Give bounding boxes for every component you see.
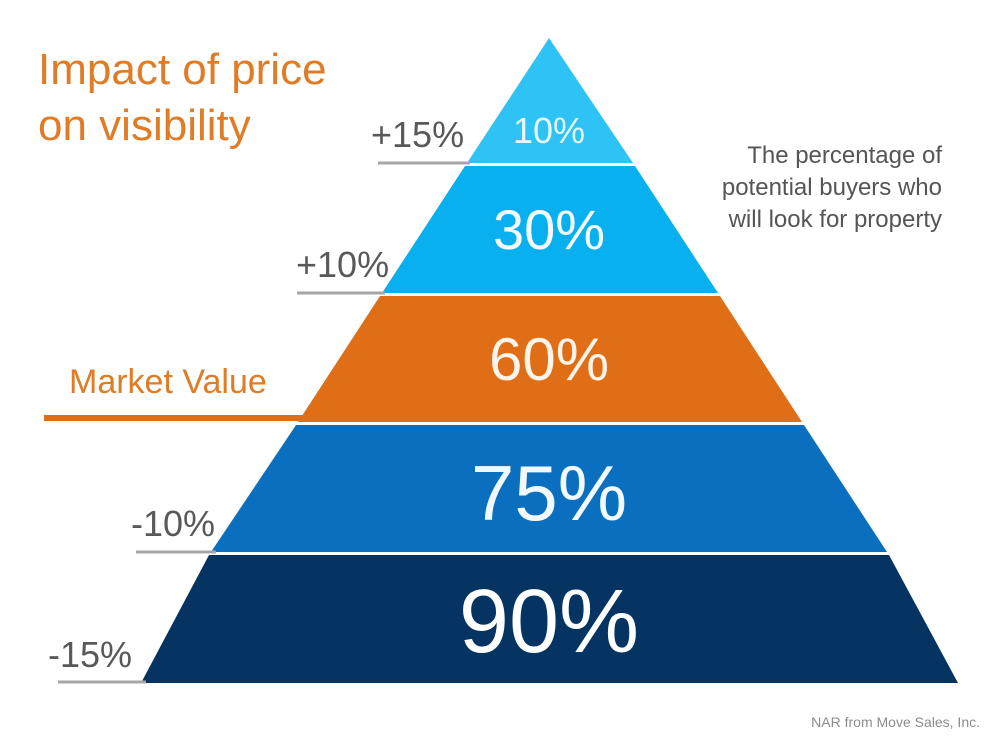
caption-line-3: will look for property	[728, 206, 942, 233]
tier-2-value: 30%	[493, 198, 605, 261]
source-credit: NAR from Move Sales, Inc.	[811, 714, 980, 730]
caption-line-2: potential buyers who	[721, 174, 942, 201]
price-label-market-value: Market Value	[69, 363, 267, 401]
tier-3-value: 60%	[489, 326, 609, 393]
tier-4-value: 75%	[471, 449, 627, 537]
title-line-2: on visibility	[38, 101, 251, 150]
tier-2-band	[382, 166, 718, 293]
tier-4-band	[211, 425, 887, 552]
tier-1-value: 10%	[513, 110, 585, 151]
tier-5-band	[141, 555, 958, 683]
title-line-1: Impact of price	[38, 45, 327, 94]
price-label-minus-10: -10%	[131, 503, 215, 544]
chart-title: Impact of price on visibility	[38, 42, 327, 154]
caption-line-1: The percentage of	[747, 142, 942, 169]
price-label-plus-10: +10%	[296, 244, 389, 285]
price-label-minus-15: -15%	[48, 634, 132, 675]
caption: The percentage of potential buyers who w…	[722, 140, 942, 236]
price-label-plus-15: +15%	[371, 114, 464, 155]
tier-5-value: 90%	[459, 572, 639, 672]
tier-3-band	[298, 296, 802, 422]
tier-1-band	[467, 38, 633, 163]
